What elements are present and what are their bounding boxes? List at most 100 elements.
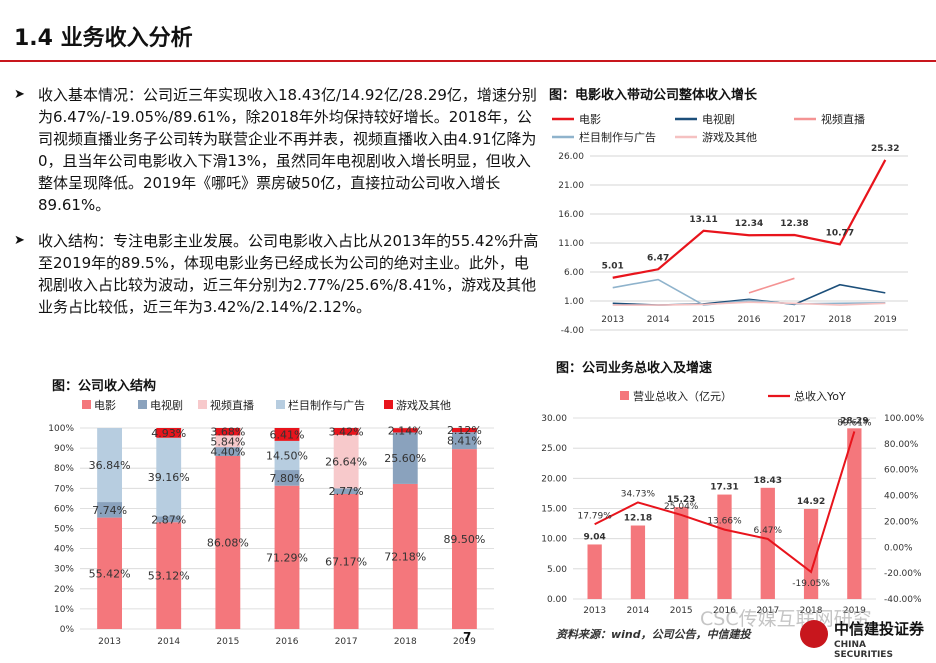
bar-segment-0 [333,493,359,629]
bar-segment-3 [97,428,122,503]
bar-segment-4 [392,428,418,433]
data-label: 86.08% [207,536,249,549]
bar-segment-4 [333,428,359,435]
watermark: CSC传媒互联网研究 [700,608,872,630]
y-tick-label: 30% [54,565,74,575]
data-label: 10.77 [826,228,854,238]
legend-label: 总收入YoY [794,389,846,403]
data-label: 36.84% [89,459,131,472]
y-tick-label: 40% [54,545,74,555]
data-label: 89.50% [443,533,485,546]
x-tick-label: 2018 [394,637,417,647]
data-label: 4.93% [151,427,186,440]
x-tick-label: 2016 [276,637,299,647]
data-label: 9.04 [584,532,606,542]
bar-segment-0 [97,517,122,629]
data-label: 12.18 [624,514,652,524]
chart-title-segment-revenue: 图：电影收入带动公司整体收入增长 [549,88,758,103]
data-label: 12.38 [780,219,808,229]
data-label: 13.66% [707,517,742,527]
series-line-3 [612,278,886,306]
data-label: 14.92 [797,497,825,507]
legend-swatch [138,400,147,409]
x-tick-label: 2018 [800,606,823,616]
x-tick-label: 2016 [713,606,736,616]
y-tick-label-left: 5.00 [547,565,567,575]
logo-text-cn: 中信建投证券 [834,620,925,638]
bar-segment-3 [156,437,182,517]
y-tick-label-left: 0.00 [547,595,567,605]
bar-segment-4 [452,428,477,433]
data-label: 6.41% [270,428,305,441]
x-tick-label: 2015 [216,637,239,647]
data-label: 14.50% [266,449,308,462]
x-tick-label: 2019 [453,637,476,647]
data-label: 18.43 [754,476,782,486]
y-tick-label: 26.00 [558,152,584,162]
data-label: 5.84% [210,435,245,448]
legend-swatch [384,400,393,409]
y-tick-label: 60% [54,504,74,514]
x-tick-label: 2013 [583,606,606,616]
legend-label: 电影 [579,113,601,126]
revenue-bar [847,428,862,599]
legend-label: 游戏及其他 [396,399,451,412]
data-label: 17.31 [710,483,738,493]
bar-segment-1 [274,470,300,486]
data-label: 6.47 [647,253,669,263]
y-tick-label: 1.00 [564,297,584,307]
x-tick-label: 2019 [874,315,897,325]
y-tick-label-right: -40.00% [884,595,922,605]
legend-label: 游戏及其他 [702,131,757,144]
y-tick-label: 100% [48,424,74,434]
data-label: 2.12% [447,424,482,437]
yoy-line [594,431,856,574]
x-tick-label: 2017 [756,606,779,616]
data-label: 39.16% [148,471,190,484]
y-tick-label-left: 25.00 [541,444,567,454]
data-label: 28.29 [840,416,868,426]
data-label: 3.42% [329,425,364,438]
bar-segment-1 [156,516,182,523]
logo-text-en: CHINA SECURITIES [834,640,893,660]
x-tick-label: 2013 [601,315,624,325]
x-tick-label: 2019 [843,606,866,616]
data-label: 53.12% [148,570,190,583]
bar-segment-1 [452,432,477,450]
revenue-bar [803,508,819,599]
y-tick-label: 16.00 [558,210,584,220]
data-label: -19.05% [792,579,830,589]
y-tick-label: 80% [54,464,74,474]
bar-segment-0 [452,449,477,629]
data-label: 2.14% [388,424,423,437]
company-logo: 中信建投证券 CHINA SECURITIES [800,618,928,660]
bar-segment-0 [274,485,300,629]
arrow-bullet-icon: ➤ [14,233,25,248]
bar-segment-1 [215,447,241,456]
legend-label: 电影 [94,399,116,412]
data-label: 71.29% [266,551,308,564]
source-note: 资料来源：wind，公司公告，中信建投 [556,628,751,641]
legend-label: 栏目制作与广告 [288,398,365,412]
y-tick-label-right: 100.00% [884,414,924,424]
data-label: 25.04% [664,502,699,512]
series-line-4 [612,301,886,306]
bar-segment-0 [392,483,418,629]
data-label: 89.61% [837,418,872,428]
bar-segment-0 [156,522,182,629]
data-label: 2.77% [329,485,364,498]
x-tick-label: 2016 [738,315,761,325]
y-tick-label-right: 0.00% [884,543,913,553]
bar-segment-4 [274,428,300,441]
y-tick-label: -4.00 [561,326,585,336]
data-label: 7.74% [92,504,127,517]
x-tick-label: 2015 [670,606,693,616]
legend-label: 视频直播 [210,398,254,412]
legend-label: 电视剧 [702,112,735,126]
data-label: 6.47% [753,526,782,536]
y-tick-label: 10% [54,605,74,615]
bar-segment-3 [274,440,300,471]
y-tick-label-left: 15.00 [541,505,567,515]
bar-segment-4 [215,428,241,436]
